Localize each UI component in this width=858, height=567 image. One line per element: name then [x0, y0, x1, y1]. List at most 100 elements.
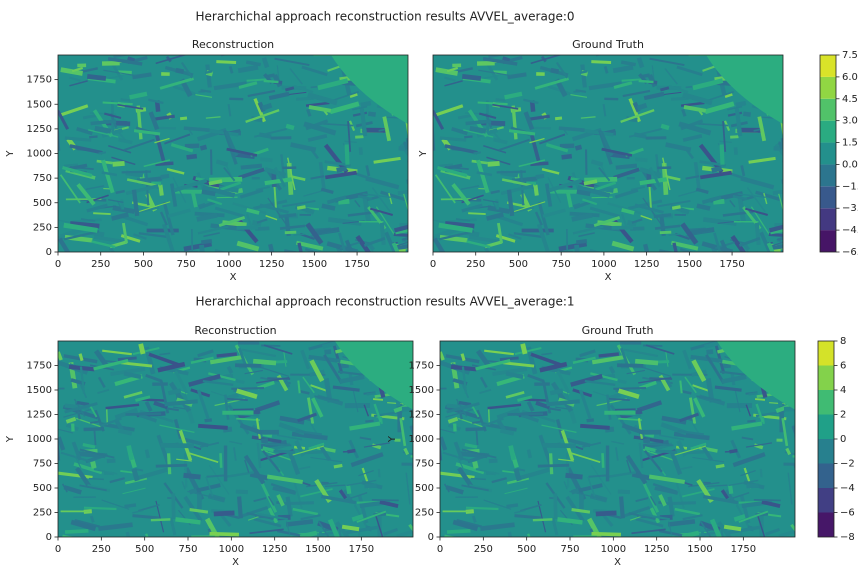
- texture: [375, 515, 387, 537]
- colorbar-tick-label: 0.0: [842, 159, 858, 170]
- texture: [728, 171, 748, 181]
- texture: [86, 203, 108, 213]
- y-tick-label: 750: [33, 173, 52, 184]
- y-tick-label: 750: [33, 459, 52, 470]
- x-tick-label: 750: [177, 259, 196, 270]
- texture: [129, 91, 148, 100]
- texture: [542, 208, 566, 218]
- texture: [305, 222, 324, 245]
- texture: [514, 347, 542, 356]
- texture: [148, 98, 164, 105]
- texture: [558, 126, 585, 132]
- texture: [232, 408, 254, 411]
- texture: [122, 487, 146, 495]
- texture: [409, 425, 413, 442]
- texture: [635, 497, 649, 503]
- texture: [782, 158, 783, 168]
- texture: [533, 184, 539, 196]
- texture: [548, 453, 554, 475]
- texture: [167, 208, 191, 218]
- texture: [537, 463, 570, 468]
- texture: [99, 417, 122, 427]
- texture: [626, 369, 645, 375]
- texture: [218, 215, 246, 228]
- texture: [333, 463, 343, 469]
- y-tick-label: 1250: [409, 410, 434, 421]
- texture: [120, 361, 153, 368]
- texture: [465, 427, 487, 432]
- texture: [164, 133, 191, 145]
- texture: [783, 462, 795, 466]
- texture: [402, 141, 408, 153]
- texture: [215, 159, 229, 167]
- texture: [166, 168, 185, 175]
- texture: [310, 384, 329, 393]
- texture: [93, 358, 129, 371]
- texture: [445, 485, 464, 495]
- texture: [482, 56, 518, 66]
- texture: [742, 111, 751, 117]
- texture: [134, 206, 160, 214]
- texture: [325, 170, 357, 180]
- colorbar-tick-label: 6.0: [842, 72, 858, 83]
- texture: [205, 128, 239, 137]
- texture: [277, 434, 303, 441]
- texture: [628, 199, 663, 210]
- texture: [748, 156, 776, 164]
- texture: [620, 60, 636, 67]
- texture: [465, 119, 492, 126]
- texture: [63, 163, 78, 168]
- texture: [654, 224, 681, 230]
- texture: [678, 121, 712, 136]
- texture: [103, 69, 137, 77]
- texture: [547, 407, 561, 412]
- x-tick-label: 1500: [302, 259, 327, 270]
- texture: [578, 232, 595, 238]
- texture: [227, 103, 232, 117]
- texture: [638, 442, 644, 469]
- texture: [530, 55, 561, 65]
- y-tick-label: 1000: [27, 434, 52, 445]
- texture: [79, 448, 115, 459]
- texture: [312, 227, 331, 231]
- texture: [444, 76, 456, 82]
- texture: [405, 136, 408, 143]
- texture: [468, 212, 486, 215]
- texture: [159, 211, 168, 226]
- texture: [664, 68, 678, 85]
- texture: [126, 445, 134, 461]
- texture: [256, 376, 290, 384]
- texture: [131, 468, 140, 482]
- texture: [534, 211, 543, 226]
- texture: [608, 366, 616, 374]
- texture: [132, 514, 160, 520]
- texture: [85, 185, 105, 191]
- colorbar-bin: [818, 512, 834, 537]
- texture: [90, 420, 99, 424]
- y-tick-label: 1750: [27, 361, 52, 372]
- texture: [323, 143, 349, 174]
- texture: [502, 361, 535, 368]
- texture: [667, 496, 675, 517]
- texture: [759, 468, 763, 478]
- y-tick-label: 1500: [27, 99, 52, 110]
- texture: [351, 513, 365, 522]
- texture: [299, 213, 311, 216]
- texture: [315, 227, 340, 236]
- colorbar-bin: [818, 463, 834, 488]
- texture: [604, 410, 636, 415]
- texture: [134, 468, 144, 472]
- texture: [190, 356, 214, 364]
- texture: [761, 500, 781, 508]
- texture: [240, 163, 263, 170]
- texture: [205, 476, 215, 499]
- texture: [590, 464, 612, 495]
- texture: [563, 481, 568, 490]
- texture: [659, 86, 670, 92]
- texture: [717, 521, 740, 537]
- panel-title: Reconstruction: [192, 38, 274, 51]
- texture: [308, 104, 332, 113]
- texture: [322, 122, 354, 127]
- texture: [214, 206, 245, 218]
- panel-title: Ground Truth: [582, 324, 654, 337]
